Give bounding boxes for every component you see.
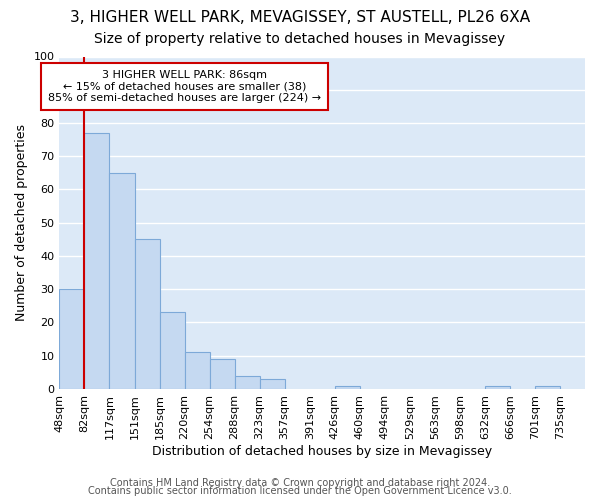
Bar (260, 379, 284, 389)
Text: 3 HIGHER WELL PARK: 86sqm
← 15% of detached houses are smaller (38)
85% of semi-: 3 HIGHER WELL PARK: 86sqm ← 15% of detac… (48, 70, 321, 103)
X-axis label: Distribution of detached houses by size in Mevagissey: Distribution of detached houses by size … (152, 444, 492, 458)
Y-axis label: Number of detached properties: Number of detached properties (15, 124, 28, 321)
Bar (535, 386, 560, 389)
Bar (209, 359, 235, 389)
Bar (59, 289, 85, 389)
Bar (235, 376, 260, 389)
Text: Contains HM Land Registry data © Crown copyright and database right 2024.: Contains HM Land Registry data © Crown c… (110, 478, 490, 488)
Bar (85, 133, 109, 389)
Text: Contains public sector information licensed under the Open Government Licence v3: Contains public sector information licen… (88, 486, 512, 496)
Bar (109, 173, 134, 389)
Text: Size of property relative to detached houses in Mevagissey: Size of property relative to detached ho… (94, 32, 506, 46)
Text: 3, HIGHER WELL PARK, MEVAGISSEY, ST AUSTELL, PL26 6XA: 3, HIGHER WELL PARK, MEVAGISSEY, ST AUST… (70, 10, 530, 25)
Bar (185, 352, 209, 389)
Bar (485, 386, 510, 389)
Bar (335, 386, 360, 389)
Bar (134, 240, 160, 389)
Bar (160, 312, 185, 389)
